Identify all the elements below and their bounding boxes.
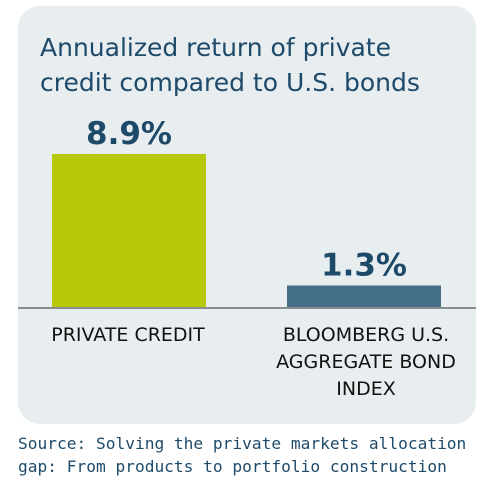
bar-bloomberg-aggregate [287, 285, 441, 308]
bar-private-credit [52, 154, 206, 308]
category-label-private-credit: PRIVATE CREDIT [51, 324, 205, 346]
chart-title: Annualized return of private credit comp… [40, 33, 420, 97]
value-label-bloomberg-aggregate: 1.3% [321, 248, 407, 284]
category-label-bloomberg-aggregate: BLOOMBERG U.S. AGGREGATE BOND INDEX [276, 324, 456, 400]
bars-layer [52, 154, 441, 308]
value-labels-layer: 8.9% 1.3% [86, 116, 407, 284]
value-label-private-credit: 8.9% [86, 116, 172, 152]
source-note: Source: Solving the private markets allo… [18, 434, 467, 476]
